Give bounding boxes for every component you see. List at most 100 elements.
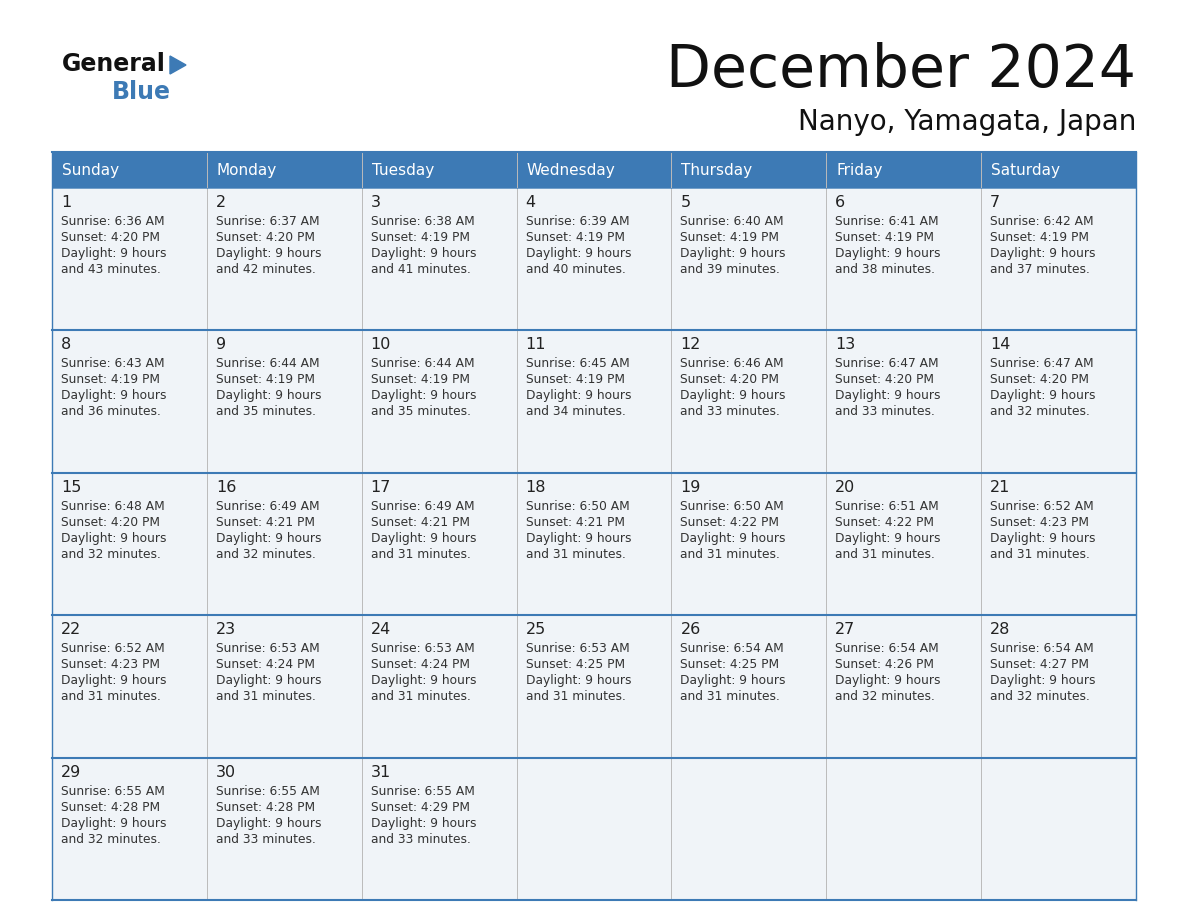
Text: 26: 26 [681,622,701,637]
Text: Sunset: 4:28 PM: Sunset: 4:28 PM [216,800,315,813]
Text: 24: 24 [371,622,391,637]
Bar [827,188,981,330]
Text: and 33 minutes.: and 33 minutes. [371,833,470,845]
Text: Friday: Friday [836,162,883,177]
Bar [52,615,207,757]
Text: 30: 30 [216,765,236,779]
Text: Sunset: 4:27 PM: Sunset: 4:27 PM [990,658,1089,671]
Text: Daylight: 9 hours: Daylight: 9 hours [216,532,322,544]
Text: Sunrise: 6:37 AM: Sunrise: 6:37 AM [216,215,320,228]
Bar [52,188,207,330]
Bar [981,152,1136,188]
Bar [981,473,1136,615]
Text: and 35 minutes.: and 35 minutes. [216,406,316,419]
Text: Daylight: 9 hours: Daylight: 9 hours [61,389,166,402]
Text: Sunset: 4:20 PM: Sunset: 4:20 PM [681,374,779,386]
Text: Daylight: 9 hours: Daylight: 9 hours [990,389,1095,402]
Text: and 31 minutes.: and 31 minutes. [681,548,781,561]
Text: Daylight: 9 hours: Daylight: 9 hours [61,532,166,544]
Bar [827,757,981,900]
Text: Sunrise: 6:50 AM: Sunrise: 6:50 AM [681,499,784,513]
Bar [52,152,207,188]
Text: Sunset: 4:26 PM: Sunset: 4:26 PM [835,658,934,671]
Bar [671,188,827,330]
Bar [207,188,361,330]
Bar [517,615,671,757]
Text: Daylight: 9 hours: Daylight: 9 hours [990,247,1095,260]
Text: Sunset: 4:19 PM: Sunset: 4:19 PM [216,374,315,386]
Text: Sunset: 4:24 PM: Sunset: 4:24 PM [371,658,469,671]
Text: Sunrise: 6:38 AM: Sunrise: 6:38 AM [371,215,474,228]
Text: 19: 19 [681,480,701,495]
Text: Sunset: 4:28 PM: Sunset: 4:28 PM [61,800,160,813]
Text: 12: 12 [681,338,701,353]
Text: Daylight: 9 hours: Daylight: 9 hours [681,532,786,544]
Bar [827,473,981,615]
Text: Daylight: 9 hours: Daylight: 9 hours [990,532,1095,544]
Text: Daylight: 9 hours: Daylight: 9 hours [61,247,166,260]
Text: 11: 11 [525,338,546,353]
Text: Sunset: 4:20 PM: Sunset: 4:20 PM [835,374,934,386]
Text: and 31 minutes.: and 31 minutes. [371,690,470,703]
Bar [827,152,981,188]
Bar [671,757,827,900]
Text: Sunrise: 6:55 AM: Sunrise: 6:55 AM [371,785,474,798]
Text: 29: 29 [61,765,81,779]
Text: Sunrise: 6:40 AM: Sunrise: 6:40 AM [681,215,784,228]
Text: Daylight: 9 hours: Daylight: 9 hours [61,817,166,830]
Text: and 39 minutes.: and 39 minutes. [681,263,781,276]
Bar [52,473,207,615]
Text: Sunset: 4:21 PM: Sunset: 4:21 PM [371,516,469,529]
Text: 22: 22 [61,622,81,637]
Text: and 31 minutes.: and 31 minutes. [525,548,625,561]
Text: General: General [62,52,166,76]
Text: Sunset: 4:21 PM: Sunset: 4:21 PM [525,516,625,529]
Bar [207,152,361,188]
Text: Daylight: 9 hours: Daylight: 9 hours [61,674,166,688]
Bar [517,188,671,330]
Bar [827,330,981,473]
Bar [517,330,671,473]
Bar [981,757,1136,900]
Text: Sunrise: 6:53 AM: Sunrise: 6:53 AM [525,643,630,655]
Text: Daylight: 9 hours: Daylight: 9 hours [216,389,322,402]
Text: Sunrise: 6:54 AM: Sunrise: 6:54 AM [681,643,784,655]
Text: Sunset: 4:19 PM: Sunset: 4:19 PM [835,231,934,244]
Text: 9: 9 [216,338,226,353]
Text: Sunrise: 6:48 AM: Sunrise: 6:48 AM [61,499,165,513]
Text: and 41 minutes.: and 41 minutes. [371,263,470,276]
Text: Daylight: 9 hours: Daylight: 9 hours [681,674,786,688]
Bar [671,615,827,757]
Text: Thursday: Thursday [682,162,752,177]
Text: Blue: Blue [112,80,171,104]
Bar [361,757,517,900]
Text: Sunrise: 6:52 AM: Sunrise: 6:52 AM [61,643,165,655]
Text: and 32 minutes.: and 32 minutes. [835,690,935,703]
Text: Daylight: 9 hours: Daylight: 9 hours [216,817,322,830]
Bar [361,152,517,188]
Text: Saturday: Saturday [991,162,1060,177]
Text: Daylight: 9 hours: Daylight: 9 hours [835,674,941,688]
Bar [671,473,827,615]
Text: Sunset: 4:23 PM: Sunset: 4:23 PM [61,658,160,671]
Text: Sunset: 4:24 PM: Sunset: 4:24 PM [216,658,315,671]
Text: and 35 minutes.: and 35 minutes. [371,406,470,419]
Text: and 31 minutes.: and 31 minutes. [371,548,470,561]
Text: Sunset: 4:19 PM: Sunset: 4:19 PM [61,374,160,386]
Text: Sunrise: 6:41 AM: Sunrise: 6:41 AM [835,215,939,228]
Bar [361,330,517,473]
Text: Daylight: 9 hours: Daylight: 9 hours [371,532,476,544]
Text: and 32 minutes.: and 32 minutes. [61,548,160,561]
Text: Sunrise: 6:45 AM: Sunrise: 6:45 AM [525,357,630,370]
Text: Daylight: 9 hours: Daylight: 9 hours [371,674,476,688]
Text: Daylight: 9 hours: Daylight: 9 hours [371,389,476,402]
Text: 25: 25 [525,622,545,637]
Text: 16: 16 [216,480,236,495]
Bar [361,615,517,757]
Text: 14: 14 [990,338,1011,353]
Text: and 33 minutes.: and 33 minutes. [216,833,316,845]
Bar [361,473,517,615]
Text: 2: 2 [216,195,226,210]
Text: 3: 3 [371,195,380,210]
Text: and 31 minutes.: and 31 minutes. [835,548,935,561]
